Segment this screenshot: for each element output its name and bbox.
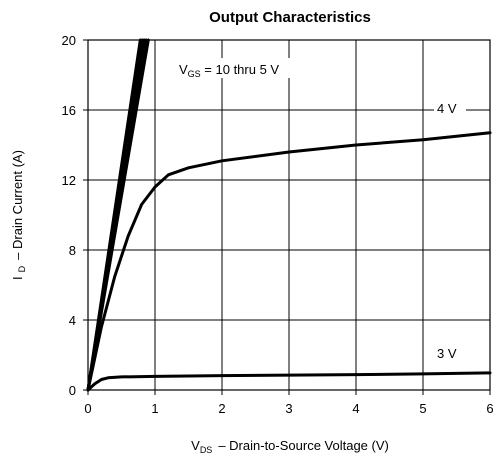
label-3v-bg	[434, 343, 466, 363]
x-tick-label: 2	[218, 401, 225, 416]
x-tick-label: 5	[419, 401, 426, 416]
series-line-6	[86, 371, 492, 392]
vgs-label: VGS = 10 thru 5 V	[179, 62, 279, 79]
label-4v: 4 V	[437, 101, 457, 116]
x-tick-label: 6	[486, 401, 493, 416]
label-3v: 3 V	[437, 346, 457, 361]
data-lines	[86, 38, 492, 392]
y-tick-label: 8	[69, 243, 76, 258]
vgs-label-bg	[174, 58, 294, 78]
x-axis-label: VDS – Drain-to-Source Voltage (V)	[191, 438, 389, 455]
series-line-4	[86, 38, 142, 392]
series-line-5	[86, 131, 492, 392]
x-tick-label: 4	[352, 401, 359, 416]
x-tick-label: 0	[84, 401, 91, 416]
y-tick-label: 16	[62, 103, 76, 118]
y-tick-label: 4	[69, 313, 76, 328]
y-tick-label: 20	[62, 33, 76, 48]
x-tick-label: 1	[151, 401, 158, 416]
y-tick-label: 12	[62, 173, 76, 188]
annotations: VGS = 10 thru 5 V 4 V 3 V	[174, 58, 466, 363]
y-tick-label: 0	[69, 383, 76, 398]
chart-title: Output Characteristics	[209, 9, 371, 26]
grid	[88, 40, 490, 390]
y-axis-label: ID– Drain Current (A)	[10, 150, 27, 280]
x-tick-label: 3	[285, 401, 292, 416]
label-4v-bg	[434, 98, 466, 118]
